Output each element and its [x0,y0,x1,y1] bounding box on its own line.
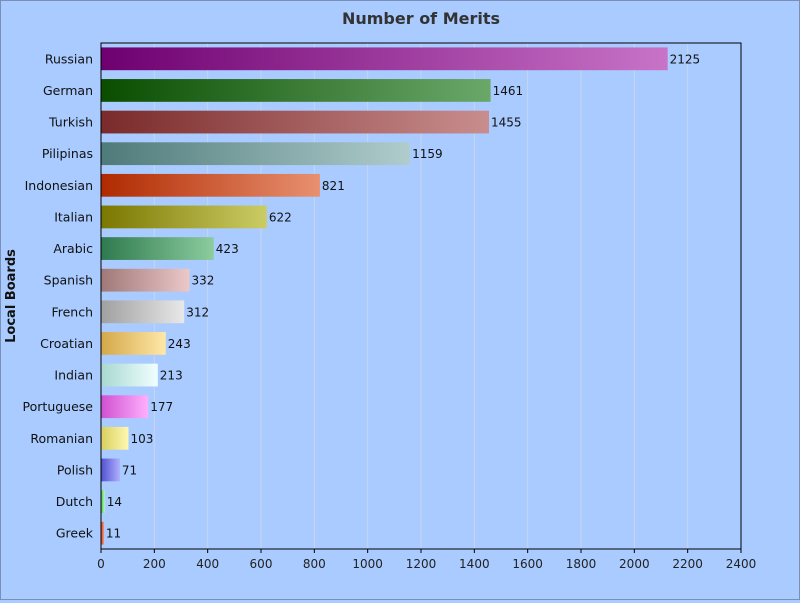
value-label: 332 [192,274,215,288]
bar-german [101,79,491,102]
y-axis-title: Local Boards [4,249,19,343]
x-tick-label: 1200 [406,557,437,571]
value-labels: 2125 1461 1455 1159 821 622 423 332 312 243 213 177… [106,52,700,540]
x-tick-label: 2200 [672,557,703,571]
category-label: Polish [57,462,93,477]
category-label: Turkish [48,115,93,130]
value-label: 1159 [412,147,443,161]
category-label: Croatian [40,336,93,351]
x-tick-label: 1400 [459,557,490,571]
bar-romanian [101,426,129,450]
value-label: 1455 [491,116,522,130]
bar-croatian [101,332,166,355]
category-label: Dutch [56,494,93,509]
category-label: French [51,304,93,319]
y-axis-categories: Russian German Turkish Pilipinas Indonesian I… [23,51,94,540]
bar-italian [101,205,267,229]
value-label: 1461 [493,84,524,98]
x-axis-ticks: 0 200 400 600 800 1000 1200 1400 1600 1800 2000 220… [97,549,756,571]
value-label: 71 [122,463,137,477]
value-label: 243 [168,337,191,351]
bar-french [101,300,185,324]
x-tick-label: 0 [97,557,105,571]
value-label: 821 [322,179,345,193]
bar-portuguese [101,395,149,419]
bar-russian [101,47,668,71]
value-label: 312 [186,305,209,319]
x-tick-label: 1800 [566,557,597,571]
bar-turkish [101,110,489,134]
bar-indonesian [101,173,320,197]
x-tick-label: 400 [196,557,219,571]
value-label: 622 [269,210,292,224]
bars [101,47,668,545]
category-label: German [43,83,93,98]
category-label: Portuguese [23,399,94,414]
x-tick-label: 200 [143,557,166,571]
bar-indian [101,363,158,387]
x-tick-label: 2400 [726,557,757,571]
x-tick-label: 2000 [619,557,650,571]
chart-title: Number of Merits [342,9,500,28]
value-label: 103 [130,432,153,446]
value-label: 213 [160,369,183,383]
category-label: Arabic [53,241,93,256]
bar-pilipinas [101,142,411,166]
bar-spanish [101,268,190,292]
category-label: Romanian [30,431,93,446]
category-label: Indian [54,368,93,383]
category-label: Russian [45,51,93,66]
category-label: Italian [54,209,93,224]
category-label: Spanish [44,273,93,288]
x-tick-label: 1600 [512,557,543,571]
x-tick-label: 800 [303,557,326,571]
value-label: 423 [216,242,239,256]
x-tick-label: 600 [250,557,273,571]
bar-arabic [101,237,214,260]
bar-polish [101,458,120,482]
x-tick-label: 1000 [352,557,383,571]
category-label: Greek [56,526,94,541]
category-label: Indonesian [25,178,93,193]
value-label: 11 [106,527,121,541]
value-label: 14 [107,495,122,509]
bar-greek [101,521,104,545]
value-label: 177 [150,400,173,414]
category-label: Pilipinas [42,146,93,161]
bar-dutch [101,490,105,513]
value-label: 2125 [670,52,701,66]
